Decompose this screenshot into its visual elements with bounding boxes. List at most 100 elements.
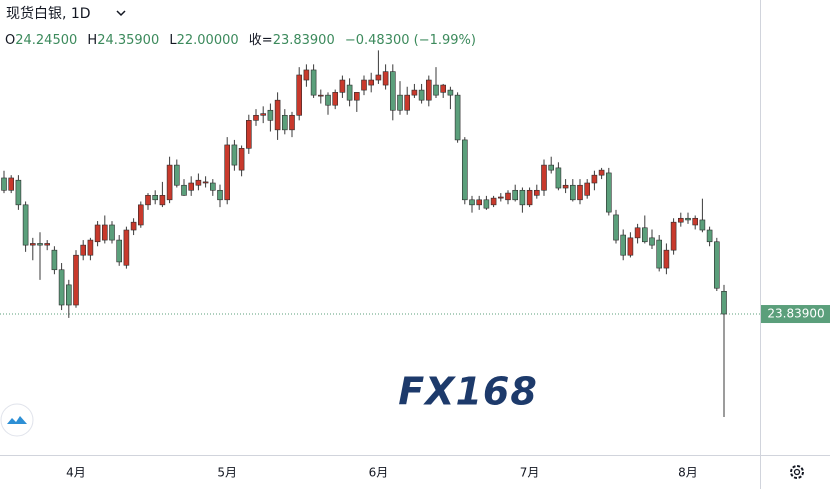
candle-body: [490, 197, 497, 206]
ohlc-label: L: [169, 33, 177, 48]
candle-body: [461, 139, 468, 201]
candle-body: [447, 89, 454, 96]
candle-body: [188, 182, 194, 191]
x-tick-label: 4月: [66, 466, 86, 480]
x-tick-label: 6月: [369, 466, 389, 480]
candle-body: [123, 229, 130, 266]
settings-icon: [793, 468, 801, 476]
candle-body: [569, 184, 576, 201]
candle-body: [476, 199, 483, 206]
candle-body: [389, 71, 396, 111]
candle-body: [555, 167, 562, 189]
candle-body: [231, 144, 238, 166]
candle-body: [260, 113, 267, 116]
candle-body: [699, 219, 706, 231]
candle-body: [152, 195, 158, 201]
candle-body: [533, 189, 540, 196]
candle-body: [130, 221, 137, 231]
candle-body: [116, 239, 122, 263]
last-price-label: 23.83900: [767, 307, 824, 321]
candle-body: [274, 99, 281, 131]
candle-body: [519, 189, 526, 206]
symbol-title[interactable]: 现货白银, 1D: [6, 5, 91, 22]
candle-body: [58, 269, 65, 306]
candle-body: [605, 172, 612, 213]
candle-body: [368, 79, 375, 86]
candle-body: [685, 217, 691, 221]
candle-body: [210, 182, 216, 191]
candle-body: [613, 214, 619, 241]
candle-body: [591, 174, 598, 184]
candle-body: [397, 94, 403, 111]
candle-body: [548, 164, 555, 171]
ohlc-label: 收=: [249, 33, 273, 48]
symbol-dropdown[interactable]: [116, 10, 126, 17]
candle-body: [505, 192, 511, 201]
candle-body: [267, 109, 274, 121]
ohlc-value: 23.83900: [273, 33, 335, 48]
x-tick-label: 5月: [217, 466, 237, 480]
candle-body: [238, 148, 245, 171]
candle-body: [138, 204, 144, 226]
candle-body: [253, 114, 259, 121]
x-tick-label: 8月: [678, 466, 698, 480]
candle-body: [411, 89, 418, 96]
candle-body: [224, 144, 230, 201]
ohlc-label: O: [5, 33, 15, 48]
candle-body: [339, 79, 346, 93]
candle-body: [620, 234, 627, 256]
candle-body: [310, 69, 317, 96]
candle-body: [512, 189, 519, 201]
candle-body: [325, 94, 331, 106]
ohlc-label: H: [87, 33, 97, 48]
candle-body: [44, 243, 51, 246]
candle-body: [721, 291, 727, 315]
candle-body: [281, 114, 288, 131]
candle-body: [641, 227, 648, 243]
logo-button[interactable]: [0, 403, 34, 437]
candle-body: [94, 224, 101, 243]
candle-body: [375, 74, 382, 81]
candle-body: [541, 164, 547, 191]
candle-body: [584, 182, 591, 196]
candle-body: [483, 199, 490, 209]
candle-body: [526, 189, 533, 206]
candle-body: [51, 249, 58, 271]
candle-body: [454, 94, 461, 141]
last-price-box: [761, 305, 830, 324]
candle-body: [706, 229, 713, 243]
candle-body: [66, 284, 72, 306]
candle-body: [656, 239, 663, 269]
candle-body: [174, 164, 180, 186]
ohlc-value: 24.24500: [15, 33, 77, 48]
candle-body: [22, 204, 29, 246]
candle-body: [317, 94, 324, 97]
candle-body: [361, 79, 367, 91]
watermark: FX168: [398, 370, 538, 414]
candle-body: [433, 84, 439, 96]
candle-body: [382, 71, 389, 86]
candle-body: [102, 224, 108, 241]
candle-body: [577, 184, 583, 201]
candle-body: [296, 74, 303, 116]
candle-body: [634, 227, 641, 239]
candle-body: [195, 179, 202, 186]
settings-button[interactable]: [790, 465, 804, 479]
candle-body: [73, 254, 79, 306]
candle-body: [166, 164, 173, 201]
candle-body: [627, 237, 634, 256]
candle-body: [425, 79, 432, 101]
candle-body: [37, 243, 43, 246]
candle-body: [649, 237, 655, 246]
candle-body: [246, 120, 252, 149]
candle-body: [80, 244, 86, 256]
candle-body: [109, 224, 115, 241]
candle-body: [353, 92, 360, 101]
candle-body: [598, 169, 605, 176]
candle-body: [15, 179, 22, 206]
candle-body: [289, 114, 295, 131]
ohlc-value: 24.35900: [97, 33, 159, 48]
candle-body: [303, 69, 310, 81]
candle-body: [332, 92, 339, 106]
